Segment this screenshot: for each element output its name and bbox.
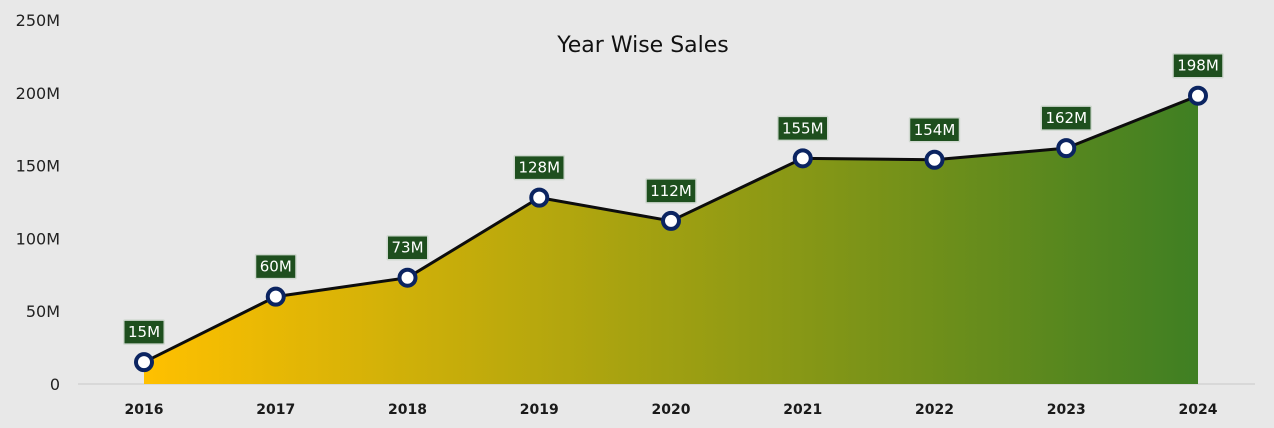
- data-label-box: [777, 115, 829, 142]
- y-tick-label: 150M: [16, 157, 60, 176]
- data-label-box: [254, 253, 297, 280]
- x-tick-label: 2023: [1047, 402, 1086, 418]
- data-label-box: [1040, 105, 1092, 131]
- data-label-box: [386, 234, 429, 261]
- y-tick-label: 250M: [16, 11, 60, 30]
- data-point-marker: [265, 286, 286, 307]
- y-tick-label: 50M: [26, 302, 60, 321]
- data-label: 112M: [645, 178, 697, 204]
- data-label-text: 198M: [1177, 57, 1219, 75]
- y-tick-label: 0: [50, 375, 60, 394]
- data-label-box: [513, 154, 565, 181]
- data-label-text: 155M: [782, 119, 824, 137]
- plot-area: 15M 60M 73M 128M 112M 155M 154M 162M 198M: [123, 52, 1224, 384]
- y-tick-label: 100M: [16, 229, 60, 248]
- x-tick-label: 2022: [915, 402, 954, 418]
- x-tick-label: 2024: [1179, 402, 1218, 418]
- x-tick-label: 2021: [783, 402, 822, 418]
- data-label: 198M: [1172, 52, 1224, 79]
- data-point-marker: [134, 352, 154, 373]
- y-axis: 0 50M 100M 150M 200M 250M: [16, 11, 60, 394]
- data-point-marker: [529, 187, 550, 208]
- data-label-text: 60M: [260, 258, 292, 276]
- data-label: 128M: [513, 154, 565, 181]
- y-tick-label: 200M: [16, 84, 60, 103]
- chart-title: Year Wise Sales: [556, 33, 729, 58]
- x-tick-label: 2016: [125, 402, 164, 418]
- data-point-marker: [397, 267, 418, 288]
- data-label-text: 162M: [1045, 109, 1087, 127]
- data-label-text: 112M: [650, 182, 692, 200]
- data-point-marker: [1188, 85, 1208, 106]
- data-label-box: [123, 319, 165, 345]
- data-label: 162M: [1040, 105, 1092, 131]
- x-axis: 2016 2017 2018 2019 2020 2021 2022 2023 2024: [78, 383, 1255, 418]
- data-label: 154M: [908, 117, 961, 143]
- data-label: 15M: [123, 319, 165, 345]
- data-point-marker: [1056, 138, 1077, 159]
- data-label: 60M: [254, 253, 297, 280]
- series-area: [144, 95, 1198, 384]
- data-point-marker: [661, 210, 681, 231]
- x-tick-label: 2017: [256, 402, 295, 418]
- x-tick-label: 2019: [520, 402, 559, 418]
- data-label: 73M: [386, 234, 429, 261]
- data-label-box: [645, 178, 697, 204]
- data-point-marker: [924, 149, 945, 170]
- data-label-text: 73M: [391, 239, 423, 257]
- data-label-box: [1172, 52, 1224, 79]
- data-label-text: 15M: [128, 323, 160, 341]
- x-tick-label: 2020: [652, 402, 691, 418]
- data-label-box: [908, 117, 961, 143]
- x-tick-label: 2018: [388, 402, 427, 418]
- data-label-text: 154M: [914, 121, 956, 139]
- data-label: 155M: [777, 115, 829, 142]
- data-point-marker: [792, 148, 813, 169]
- data-label-text: 128M: [518, 159, 560, 177]
